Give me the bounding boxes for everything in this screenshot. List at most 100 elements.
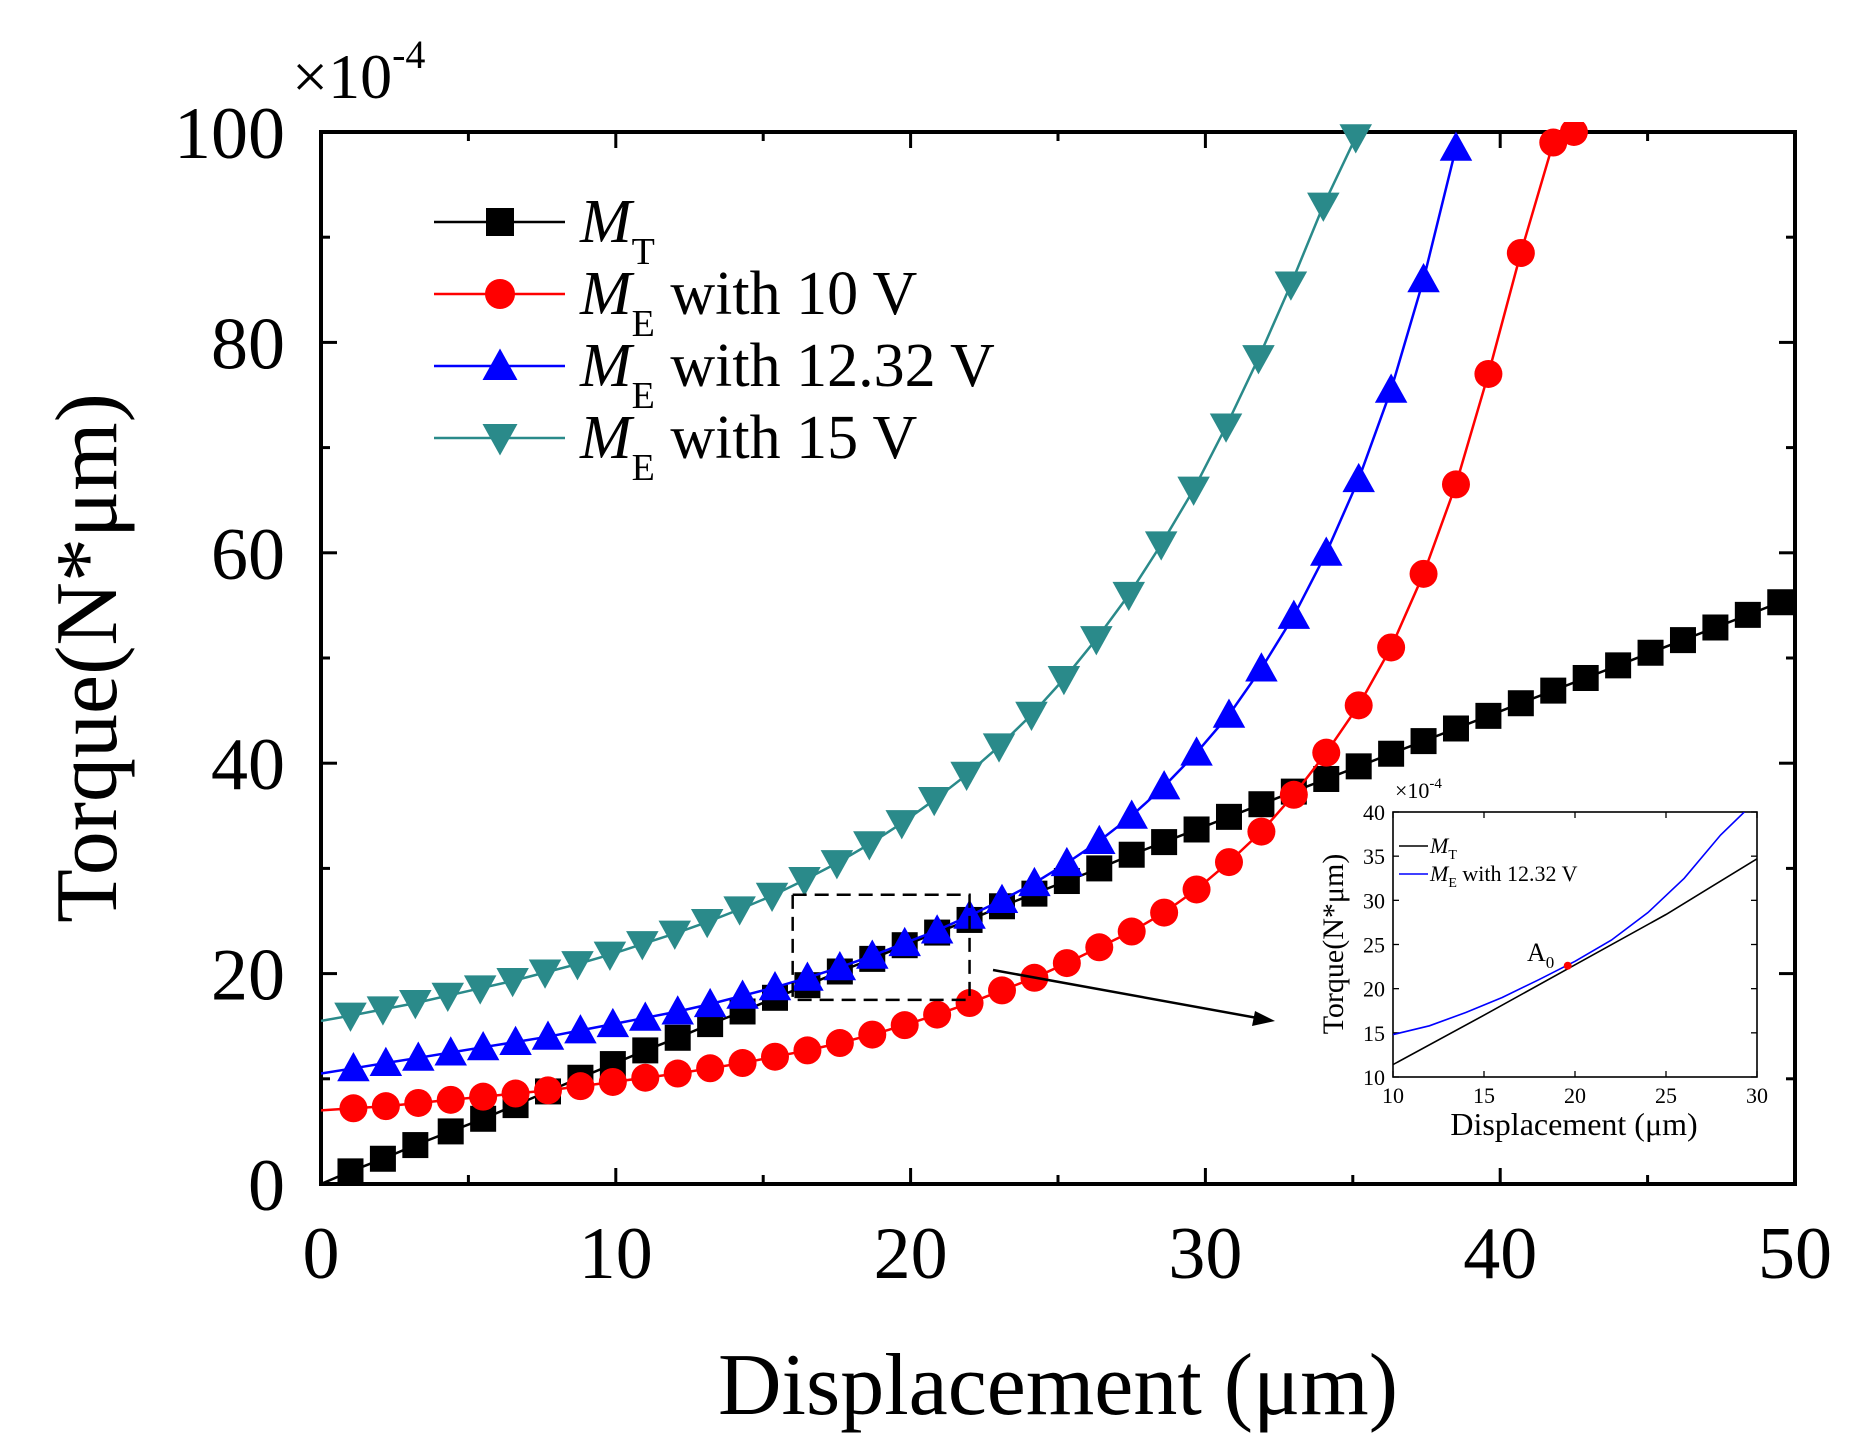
data-point bbox=[917, 787, 951, 817]
data-point bbox=[369, 1145, 396, 1172]
data-point bbox=[598, 1067, 627, 1096]
data-point bbox=[1442, 715, 1469, 742]
x-tick-label: 40 bbox=[1463, 1213, 1537, 1295]
data-point bbox=[1083, 824, 1116, 855]
legend-item: ME with 15 V bbox=[434, 404, 917, 489]
data-point bbox=[1378, 740, 1405, 767]
data-point bbox=[399, 990, 432, 1020]
data-point bbox=[337, 1158, 364, 1184]
plot-frame bbox=[319, 130, 1797, 1186]
data-point bbox=[1212, 698, 1246, 728]
inset-y-axis-title: Torque(N*μm) bbox=[1317, 854, 1350, 1035]
legend-item: ME with 12.32 V bbox=[434, 332, 995, 417]
data-point bbox=[561, 951, 594, 981]
data-point bbox=[371, 1092, 400, 1121]
data-point bbox=[1539, 128, 1568, 157]
data-point bbox=[726, 979, 759, 1009]
data-point bbox=[1015, 701, 1048, 732]
series-layer bbox=[321, 122, 1794, 1184]
inset-chart: ×10-4 Displacement (μm) Torque(N*μm) 10 1… bbox=[1317, 776, 1768, 1142]
data-point bbox=[1279, 780, 1308, 809]
data-point bbox=[339, 1094, 368, 1123]
legend-item: ME with 10 V bbox=[434, 260, 917, 345]
data-point bbox=[1307, 192, 1340, 222]
data-point bbox=[528, 959, 562, 989]
inset-y-multiplier: ×10-4 bbox=[1395, 776, 1442, 803]
legend-label: ME with 12.32 V bbox=[579, 332, 995, 417]
data-point bbox=[1342, 462, 1375, 493]
data-point bbox=[466, 1030, 500, 1061]
inset-y-tick-label: 35 bbox=[1363, 844, 1385, 869]
x-tick-label: 50 bbox=[1758, 1213, 1832, 1295]
data-point bbox=[820, 850, 854, 880]
data-point bbox=[1214, 848, 1243, 877]
inset-y-tick-label: 15 bbox=[1363, 1021, 1385, 1046]
inset-series-line bbox=[1393, 858, 1757, 1066]
inset-legend-label: ME with 12.32 V bbox=[1429, 861, 1578, 891]
data-point bbox=[885, 810, 919, 840]
data-point bbox=[434, 1036, 467, 1066]
data-point bbox=[1215, 803, 1242, 830]
data-point bbox=[1669, 627, 1696, 654]
data-point bbox=[626, 931, 659, 961]
series-line bbox=[321, 130, 1575, 1112]
data-point bbox=[1605, 652, 1632, 679]
data-point bbox=[953, 899, 986, 929]
data-point bbox=[1312, 738, 1341, 767]
data-point bbox=[1085, 933, 1114, 962]
data-point bbox=[501, 1079, 530, 1108]
data-point bbox=[920, 914, 954, 944]
data-point bbox=[1767, 589, 1794, 616]
data-point bbox=[499, 1025, 532, 1055]
data-point bbox=[1180, 736, 1213, 766]
inset-y-tick-label: 40 bbox=[1363, 800, 1385, 825]
y-tick-label: 100 bbox=[174, 93, 285, 175]
data-point bbox=[369, 1046, 403, 1077]
data-point bbox=[1117, 917, 1146, 946]
inset-series-layer bbox=[1393, 812, 1757, 1066]
data-point bbox=[1151, 829, 1178, 856]
legend-label: ME with 10 V bbox=[579, 260, 917, 345]
data-point bbox=[1086, 855, 1113, 882]
data-point bbox=[1177, 476, 1210, 506]
data-point bbox=[1144, 531, 1178, 561]
data-point bbox=[496, 967, 529, 998]
data-point bbox=[366, 996, 400, 1026]
data-point bbox=[823, 951, 857, 981]
data-point bbox=[1182, 875, 1211, 904]
data-point bbox=[825, 1029, 854, 1058]
data-point bbox=[1247, 817, 1276, 846]
data-point bbox=[1410, 728, 1437, 755]
data-point bbox=[982, 733, 1016, 763]
y-axis-ticks: 0 20 40 60 80 100 bbox=[174, 93, 1795, 1227]
inset-series-line bbox=[1393, 812, 1745, 1036]
data-point bbox=[661, 995, 694, 1025]
data-point bbox=[728, 1049, 757, 1078]
data-point bbox=[1339, 124, 1372, 154]
inset-y-tick-label: 20 bbox=[1363, 977, 1385, 1002]
data-point bbox=[1047, 666, 1081, 696]
data-point bbox=[1409, 559, 1438, 588]
data-point bbox=[402, 1132, 429, 1159]
inset-y-tick-label: 30 bbox=[1363, 888, 1385, 913]
legend-marker bbox=[482, 424, 518, 456]
legend-marker bbox=[485, 279, 515, 309]
inset-y-tick-label: 10 bbox=[1363, 1065, 1385, 1090]
series-circle bbox=[321, 122, 1588, 1123]
data-point bbox=[1637, 639, 1664, 666]
data-point bbox=[723, 896, 756, 926]
data-point bbox=[404, 1088, 433, 1117]
inset-intersection-point bbox=[1563, 961, 1572, 970]
data-point bbox=[596, 1007, 630, 1038]
inset-legend-item: MT bbox=[1399, 833, 1457, 863]
data-point bbox=[1274, 271, 1308, 301]
x-tick-label: 0 bbox=[303, 1213, 340, 1295]
data-point bbox=[1345, 753, 1372, 780]
data-point bbox=[1377, 633, 1406, 662]
data-point bbox=[1277, 599, 1311, 629]
data-point bbox=[593, 941, 627, 971]
data-point bbox=[788, 866, 821, 897]
data-point bbox=[985, 883, 1019, 913]
data-point bbox=[858, 1020, 887, 1049]
